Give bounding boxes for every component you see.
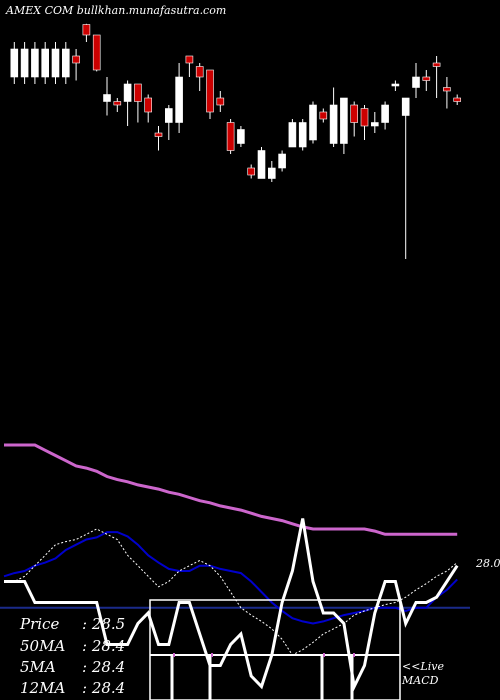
candle-body <box>267 167 276 179</box>
candle-body <box>134 83 142 102</box>
candle-body <box>453 97 462 102</box>
candle-body <box>340 97 348 144</box>
candle-body <box>257 150 266 179</box>
candle-body <box>113 101 122 106</box>
candle-body <box>412 76 420 88</box>
candle-body <box>144 97 152 113</box>
stat-50ma: 50MA : 28.4 <box>20 637 125 655</box>
candle-body <box>61 48 70 78</box>
candle-body <box>432 62 441 67</box>
live-label: <<Live <box>402 660 444 673</box>
ma50-line <box>4 443 458 536</box>
candle-body <box>195 66 204 78</box>
stat-12ma-label: 12MA <box>20 679 66 697</box>
candle-body <box>288 122 297 148</box>
candle-body <box>175 76 183 123</box>
candle-body <box>206 69 214 113</box>
candle-body <box>154 132 163 137</box>
candle-body <box>370 122 379 127</box>
candle-body <box>31 48 39 78</box>
chart-header: AMEX COM bullkhan.munafasutra.com <box>6 4 227 17</box>
candle-body <box>391 83 400 87</box>
candle-body <box>103 94 111 102</box>
candle-body <box>237 129 245 144</box>
candle-body <box>309 104 317 141</box>
candle-body <box>123 83 132 102</box>
candle-body <box>20 48 29 78</box>
candle-body <box>381 104 389 123</box>
candle-body <box>51 48 60 78</box>
macd-label: MACD <box>402 674 439 687</box>
stat-12ma-value: : 28.4 <box>82 679 126 697</box>
candle-body <box>298 122 307 148</box>
stat-12ma: 12MA : 28.4 <box>20 679 125 697</box>
ma12-line <box>3 531 458 625</box>
stat-5ma-value: : 28.4 <box>82 658 126 676</box>
stat-price-label: Price <box>20 615 60 633</box>
candle-body <box>401 97 410 116</box>
candle-body <box>92 34 101 71</box>
candle-body <box>422 76 431 81</box>
candle-body <box>360 108 369 127</box>
candle-body <box>226 122 235 151</box>
candle-body <box>247 167 255 176</box>
stat-50ma-value: : 28.4 <box>82 637 126 655</box>
stat-50ma-label: 50MA <box>20 637 66 655</box>
candle-body <box>350 104 359 123</box>
candle-body <box>319 111 328 120</box>
candle-body <box>443 87 451 92</box>
candle-body <box>329 104 338 144</box>
signal-line <box>4 518 459 692</box>
candle-body <box>216 97 225 106</box>
level-value-label: 28.06 <box>476 557 500 570</box>
candlestick-series <box>10 23 462 259</box>
stat-5ma-label: 5MA <box>20 658 56 676</box>
candle-body <box>41 48 50 78</box>
macd-panel <box>149 599 401 700</box>
candle-body <box>185 55 194 64</box>
macd-frame <box>149 599 401 700</box>
stat-price: Price : 28.5 <box>20 615 125 633</box>
candle-body <box>72 55 80 64</box>
candle-body <box>165 108 173 123</box>
candle-body <box>10 48 19 78</box>
candle-body <box>82 24 91 36</box>
candle-body <box>278 153 286 169</box>
indicator-lines <box>0 443 470 692</box>
stat-price-value: : 28.5 <box>82 615 126 633</box>
stat-5ma: 5MA : 28.4 <box>20 658 125 676</box>
